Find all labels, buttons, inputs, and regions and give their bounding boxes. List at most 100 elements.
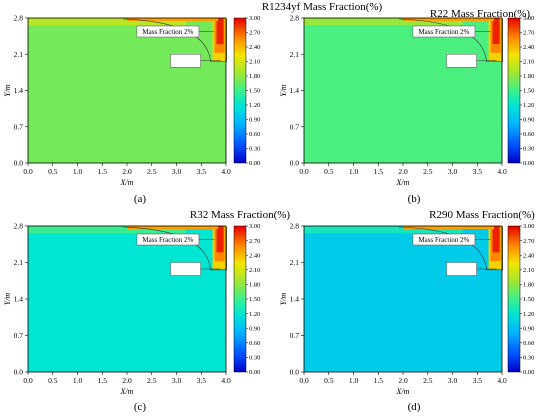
x-tick-label: 1.5: [374, 376, 384, 385]
colorbar-tick-label: 1.20: [249, 102, 260, 109]
x-tick-label: 4.0: [221, 376, 231, 385]
panel-caption: (b): [408, 193, 421, 205]
colorbar-tick-label: 1.50: [523, 296, 534, 303]
y-tick-label: 1.4: [14, 86, 24, 95]
panel-2: Mass Fraction 2% 0.0 0.5 1.0 1.5 2.0 2.5 3.0 3.5…: [279, 8, 534, 205]
x-tick-label: 2.0: [122, 376, 132, 385]
colorbar-tick-label: 0.90: [523, 117, 534, 124]
colorbar-tick-label: 1.20: [249, 311, 260, 318]
panel-1: Mass Fraction 2% 0.0 0.5 1.0 1.5 2.0 2.5 3.0 3.5…: [3, 1, 383, 205]
ceiling-spread: [403, 226, 495, 229]
x-tick-label: 3.0: [448, 167, 458, 176]
y-tick-label: 1.4: [290, 86, 300, 95]
panel-caption: (c): [134, 401, 147, 413]
ceiling-spread: [403, 18, 495, 21]
x-tick-label: 4.0: [497, 167, 507, 176]
x-tick-label: 1.5: [98, 167, 108, 176]
colorbar-tick-label: 0.00: [523, 160, 534, 167]
x-tick-label: 1.0: [73, 376, 83, 385]
colorbar: [233, 225, 247, 373]
colorbar-tick-label: 0.90: [249, 117, 260, 124]
panel-title: R22 Mass Fraction(%): [430, 8, 531, 20]
x-tick-label: 0.0: [299, 167, 309, 176]
colorbar-tick-label: 3.00: [249, 223, 260, 230]
colorbar: [507, 225, 521, 373]
colorbar-tick-label: 0.60: [249, 340, 260, 347]
colorbar-tick-label: 2.70: [249, 238, 260, 245]
x-tick-label: 0.5: [324, 376, 334, 385]
field-background: [304, 226, 502, 372]
plume-band-3: [492, 18, 500, 45]
colorbar-tick-label: 0.90: [249, 325, 260, 332]
annotation-label: Mass Fraction 2%: [142, 28, 193, 36]
x-tick-label: 0.0: [23, 376, 33, 385]
colorbar: [507, 17, 521, 164]
colorbar: [233, 17, 247, 164]
x-tick-label: 1.5: [374, 167, 384, 176]
probe-box: [170, 262, 201, 276]
colorbar-tick-label: 0.00: [249, 369, 260, 376]
x-tick-label: 2.5: [423, 167, 433, 176]
colorbar-tick-label: 2.40: [249, 252, 260, 259]
annotation-label: Mass Fraction 2%: [142, 236, 193, 244]
y-tick-label: 2.1: [290, 50, 300, 59]
y-axis-label: Y/m: [279, 293, 288, 306]
x-tick-label: 3.5: [473, 376, 483, 385]
y-tick-label: 2.1: [290, 258, 300, 267]
colorbar-tick-label: 1.80: [249, 282, 260, 289]
colorbar-tick-label: 2.10: [523, 59, 534, 66]
colorbar-tick-label: 1.50: [249, 296, 260, 303]
x-tick-label: 3.0: [448, 376, 458, 385]
y-tick-label: 0.7: [290, 122, 300, 131]
y-tick-label: 2.8: [14, 222, 24, 231]
colorbar-tick-label: 3.00: [523, 15, 534, 22]
colorbar-tick-label: 1.50: [523, 88, 534, 95]
colorbar-tick-label: 0.30: [249, 146, 260, 153]
x-tick-label: 0.0: [299, 376, 309, 385]
x-tick-label: 1.5: [98, 376, 108, 385]
colorbar-tick-label: 1.20: [523, 311, 534, 318]
colorbar-tick-label: 2.40: [523, 44, 534, 51]
y-tick-label: 0.7: [290, 331, 300, 340]
colorbar-tick-label: 2.70: [523, 30, 534, 37]
plume-band-3: [216, 226, 224, 253]
colorbar-tick-label: 1.20: [523, 102, 534, 109]
colorbar-tick-label: 3.00: [249, 15, 260, 22]
x-tick-label: 2.5: [147, 167, 157, 176]
x-axis-label: X/m: [120, 387, 134, 396]
colorbar-tick-label: 1.80: [523, 73, 534, 80]
y-tick-label: 1.4: [14, 295, 24, 304]
y-tick-label: 0.0: [290, 159, 300, 168]
x-tick-label: 3.0: [172, 376, 182, 385]
x-tick-label: 2.5: [423, 376, 433, 385]
x-tick-label: 2.0: [398, 167, 408, 176]
y-tick-label: 2.1: [14, 258, 24, 267]
field-background: [28, 226, 226, 372]
panel-4: Mass Fraction 2% 0.0 0.5 1.0 1.5 2.0 2.5 3.0 3.5…: [279, 209, 535, 413]
colorbar-tick-label: 2.10: [523, 267, 534, 274]
colorbar-tick-label: 0.00: [523, 369, 534, 376]
probe-box: [446, 262, 477, 276]
x-tick-label: 0.5: [324, 167, 334, 176]
ceiling-spread: [127, 226, 219, 229]
y-tick-label: 0.0: [14, 159, 24, 168]
field-background: [304, 18, 502, 163]
panel-caption: (a): [134, 193, 147, 205]
x-tick-label: 1.0: [73, 167, 83, 176]
colorbar-tick-label: 0.30: [523, 355, 534, 362]
y-tick-label: 1.4: [290, 295, 300, 304]
panel-title: R1234yf Mass Fraction(%): [262, 1, 383, 13]
plume-band-3: [216, 18, 224, 45]
y-tick-label: 0.7: [14, 122, 24, 131]
x-tick-label: 2.0: [398, 376, 408, 385]
y-tick-label: 2.1: [14, 50, 24, 59]
colorbar-tick-label: 3.00: [523, 223, 534, 230]
x-tick-label: 3.5: [197, 167, 207, 176]
colorbar-tick-label: 2.10: [249, 267, 260, 274]
x-axis-label: X/m: [396, 387, 410, 396]
colorbar-tick-label: 2.10: [249, 59, 260, 66]
colorbar-tick-label: 2.40: [523, 252, 534, 259]
x-tick-label: 2.0: [122, 167, 132, 176]
y-tick-label: 0.7: [14, 331, 24, 340]
